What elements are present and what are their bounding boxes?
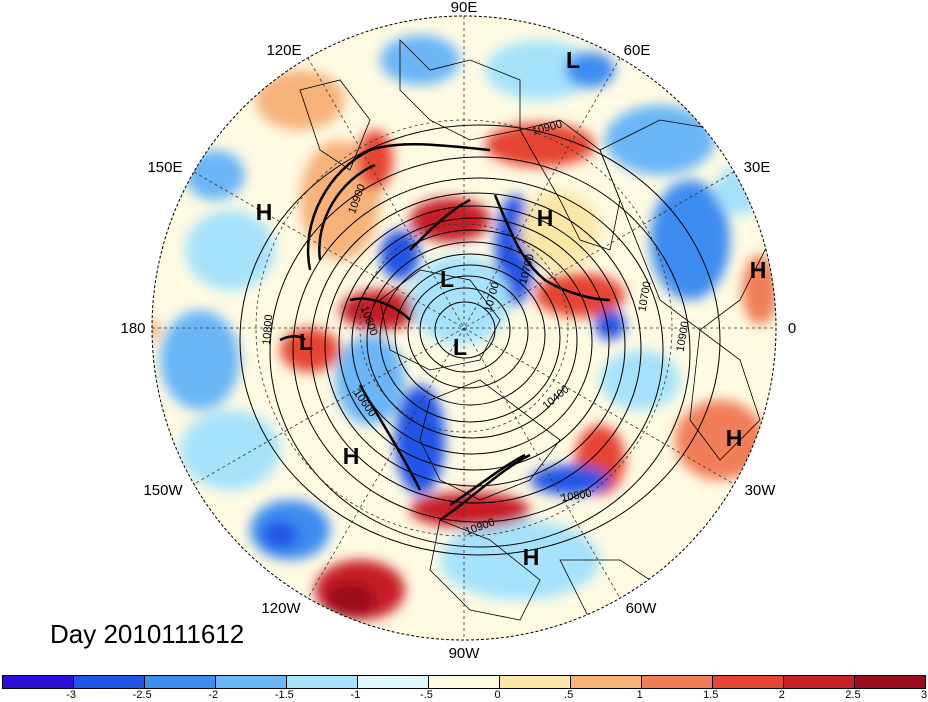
colorbar-tick-label: -3: [66, 689, 76, 701]
contour-label: 10700: [636, 280, 653, 312]
lon-label-180: 180: [120, 320, 145, 337]
colorbar-swatch: [3, 676, 74, 688]
pressure-center: H: [750, 257, 767, 283]
lon-label-150w: 150W: [143, 482, 183, 499]
lon-label-90w: 90W: [449, 645, 481, 662]
lon-label-60e: 60E: [624, 42, 651, 59]
contour-label: 10800: [261, 314, 276, 346]
lon-label-150e: 150E: [147, 159, 182, 176]
pressure-center: H: [343, 443, 360, 469]
lon-label-120e: 120E: [266, 42, 301, 59]
colorbar-swatch: [784, 676, 855, 688]
colorbar-tick-label: -2: [208, 689, 219, 701]
colorbar-tick-label: 3: [920, 689, 928, 701]
colorbar-swatch: [216, 676, 287, 688]
colorbar-swatch: [855, 676, 925, 688]
colorbar-tick-label: .5: [564, 689, 574, 701]
pressure-center: L: [566, 47, 580, 73]
lon-label-60w: 60W: [626, 600, 658, 617]
pressure-center: L: [453, 334, 467, 360]
colorbar-swatch: [500, 676, 571, 688]
colorbar-swatch: [429, 676, 500, 688]
lon-label-30e: 30E: [744, 159, 771, 176]
pressure-center: H: [523, 544, 540, 570]
colorbar-tick-label: -.5: [420, 689, 433, 701]
coastlines: [299, 39, 771, 631]
colorbar-tick-label: 2.5: [845, 689, 861, 701]
colorbar-swatch: [571, 676, 642, 688]
colorbar-tick-label: -2.5: [132, 689, 152, 701]
pressure-center: L: [440, 266, 454, 292]
contour-labels: 10900 10900 10700 10900 10800 10400 1060…: [261, 118, 692, 538]
colorbar-tick-label: 0: [494, 689, 501, 701]
pressure-center: H: [537, 205, 554, 231]
colorbar-swatch: [642, 676, 713, 688]
graticule: [152, 16, 776, 640]
lon-label-30w: 30W: [745, 482, 777, 499]
contour-label: 10800: [560, 487, 592, 504]
colorbar-swatch: [74, 676, 145, 688]
lon-label-120w: 120W: [261, 600, 301, 617]
lon-label-0: 0: [788, 320, 796, 337]
pressure-center: H: [726, 425, 743, 451]
height-contours: [239, 124, 721, 556]
colorbar-tick-label: 1: [636, 689, 643, 701]
colorbar-tick-label: 2: [778, 689, 785, 701]
colorbar-tick-label: 1.5: [703, 689, 719, 701]
lon-label-90e: 90E: [451, 0, 478, 16]
colorbar-tick-label: -1.5: [274, 689, 294, 701]
map-boundary: [151, 15, 777, 641]
jet-contours: [279, 142, 611, 522]
colorbar-labels: -3 -2.5 -2 -1.5 -1 -.5 0 .5 1 1.5 2 2.5 3: [2, 689, 928, 702]
pressure-center: L: [299, 329, 313, 355]
colorbar-swatch: [713, 676, 784, 688]
pressure-center: H: [256, 199, 273, 225]
colorbar: [2, 675, 926, 689]
colorbar-swatch: [145, 676, 216, 688]
colorbar-swatch: [287, 676, 358, 688]
map-title: Day 2010111612: [50, 619, 245, 649]
colorbar-swatch: [358, 676, 429, 688]
colorbar-tick-label: -1: [350, 689, 361, 701]
contour-label: 10900: [674, 320, 691, 352]
